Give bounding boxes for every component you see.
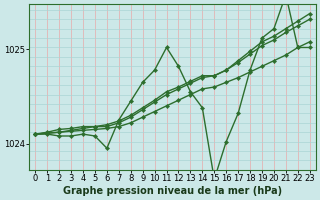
X-axis label: Graphe pression niveau de la mer (hPa): Graphe pression niveau de la mer (hPa) [63,186,282,196]
